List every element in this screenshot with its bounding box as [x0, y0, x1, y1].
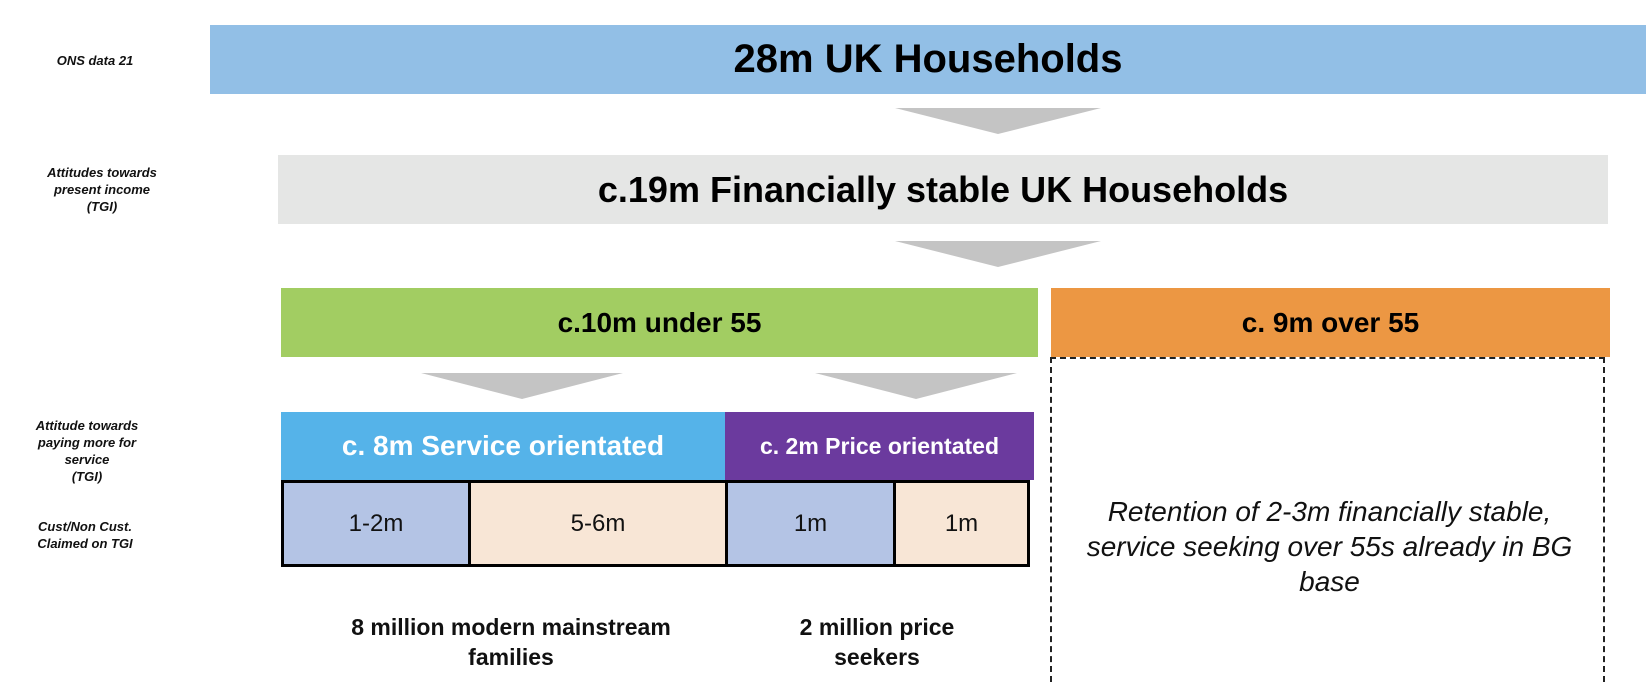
side-label-line: present income — [53, 182, 151, 197]
service-caption: 8 million modern mainstream families — [311, 612, 711, 672]
side-label-paying-more: Attitude towards paying more for service… — [12, 417, 162, 485]
price-noncust-cell: 1m — [893, 480, 1030, 567]
side-label-line: (TGI) — [71, 469, 103, 484]
under-55-band: c.10m under 55 — [281, 288, 1038, 357]
price-orientated-band: c. 2m Price orientated — [725, 412, 1034, 480]
service-noncust-cell: 5-6m — [468, 480, 728, 567]
chevron-down-icon — [815, 373, 1017, 399]
retention-text: Retention of 2-3m financially stable, se… — [1086, 496, 1573, 597]
side-label-line: paying more for — [37, 435, 137, 450]
side-label-line: Attitudes towards — [47, 165, 157, 180]
over-55-band: c. 9m over 55 — [1051, 288, 1610, 357]
caption-line: 8 million modern mainstream — [351, 614, 671, 640]
households-band: 28m UK Households — [210, 25, 1646, 94]
caption-line: 2 million price — [799, 614, 955, 640]
chevron-down-icon — [895, 241, 1101, 267]
caption-line: families — [468, 644, 554, 670]
side-label-line: Cust/Non Cust. — [38, 519, 132, 534]
side-label-ons: ONS data 21 — [56, 53, 134, 68]
chevron-down-icon — [895, 108, 1101, 134]
side-label-line: service — [64, 452, 110, 467]
price-cust-cell: 1m — [725, 480, 896, 567]
service-cust-cell: 1-2m — [281, 480, 471, 567]
stable-households-band: c.19m Financially stable UK Households — [278, 155, 1608, 224]
price-caption: 2 million price seekers — [757, 612, 997, 672]
caption-line: seekers — [834, 644, 920, 670]
side-label-line: (TGI) — [86, 199, 118, 214]
chevron-down-icon — [421, 373, 623, 399]
over-55-dashed-box: Retention of 2-3m financially stable, se… — [1050, 357, 1605, 682]
service-orientated-band: c. 8m Service orientated — [281, 412, 725, 480]
side-label-cust: Cust/Non Cust. Claimed on TGI — [10, 518, 160, 552]
side-label-line: Claimed on TGI — [37, 536, 133, 551]
side-label-present-income: Attitudes towards present income (TGI) — [22, 164, 182, 215]
side-label-line: Attitude towards — [35, 418, 139, 433]
